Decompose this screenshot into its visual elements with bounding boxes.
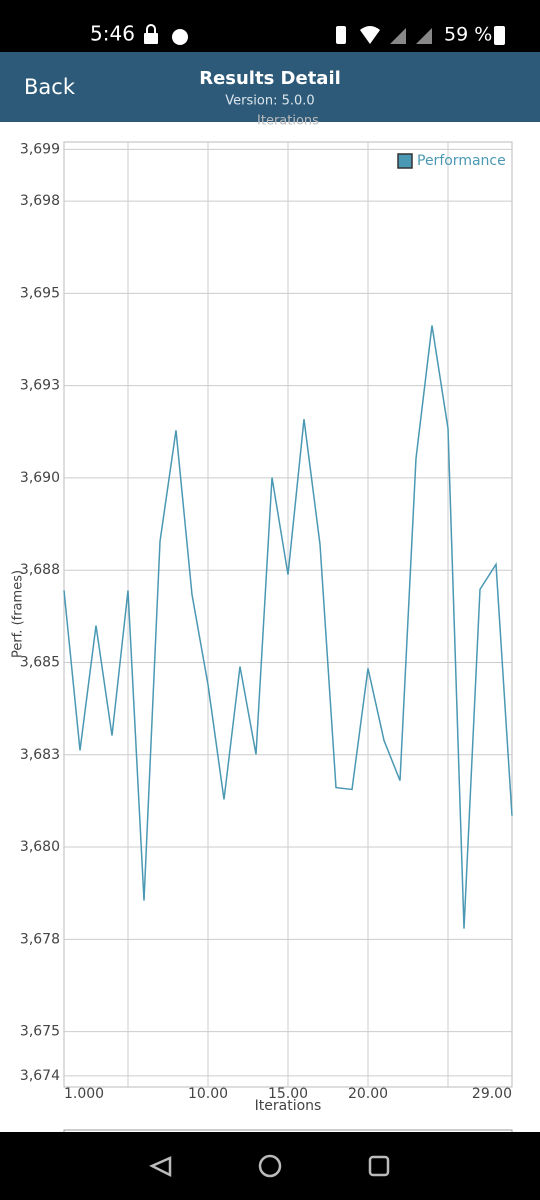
- y-tick-label: 3,695: [20, 285, 60, 301]
- battery-icon: [494, 26, 505, 45]
- x-axis-label: Iterations: [255, 1098, 322, 1114]
- header-title: Results Detail: [199, 68, 341, 89]
- wifi-icon: [360, 26, 380, 44]
- legend-label: Performance: [417, 153, 506, 169]
- signal-icon: [416, 28, 432, 44]
- y-tick-label: 3,675: [20, 1024, 60, 1040]
- battery-text: 59 %: [444, 24, 492, 46]
- nav-bar: [0, 1132, 540, 1200]
- x-tick-label: 10.00: [188, 1086, 228, 1102]
- y-tick-label: 3,688: [20, 562, 60, 578]
- y-tick-label: 3,674: [20, 1068, 60, 1084]
- x-tick-label: 29.00: [472, 1086, 512, 1102]
- y-tick-label: 3,685: [20, 654, 60, 670]
- nav-home[interactable]: [258, 1154, 282, 1178]
- y-tick-label: 3,690: [20, 470, 60, 486]
- vibrate-icon: [336, 26, 346, 44]
- signal-icon: [390, 28, 406, 44]
- y-tick-label: 3,698: [20, 193, 60, 209]
- lock-shackle: [146, 24, 156, 33]
- app-icon: [172, 29, 188, 45]
- lock-icon: [144, 33, 158, 44]
- legend-swatch: [397, 153, 413, 169]
- chart: Perf. (frames) Iterations 3,699 3,698 3,69…: [11, 141, 513, 1114]
- y-tick-label: 3,699: [20, 141, 60, 157]
- back-button[interactable]: Back: [24, 75, 76, 99]
- status-bar: [0, 0, 540, 52]
- x-tick-label: 20.00: [348, 1086, 388, 1102]
- nav-recents[interactable]: [368, 1155, 390, 1177]
- y-tick-label: 3,680: [20, 839, 60, 855]
- clock: 5:46: [90, 22, 135, 46]
- y-tick-label: 3,683: [20, 747, 60, 763]
- app-header: [0, 52, 540, 122]
- nav-back[interactable]: [149, 1156, 172, 1178]
- previous-chart-label: Iterations: [257, 114, 319, 129]
- y-tick-label: 3,678: [20, 931, 60, 947]
- data-line: [63, 325, 513, 929]
- x-tick-label: 15.00: [268, 1086, 308, 1102]
- y-tick-label: 3,693: [20, 378, 60, 394]
- x-tick-label: 1.000: [64, 1086, 104, 1102]
- header-subtitle: Version: 5.0.0: [225, 94, 314, 109]
- y-axis-label: Perf. (frames): [11, 570, 26, 658]
